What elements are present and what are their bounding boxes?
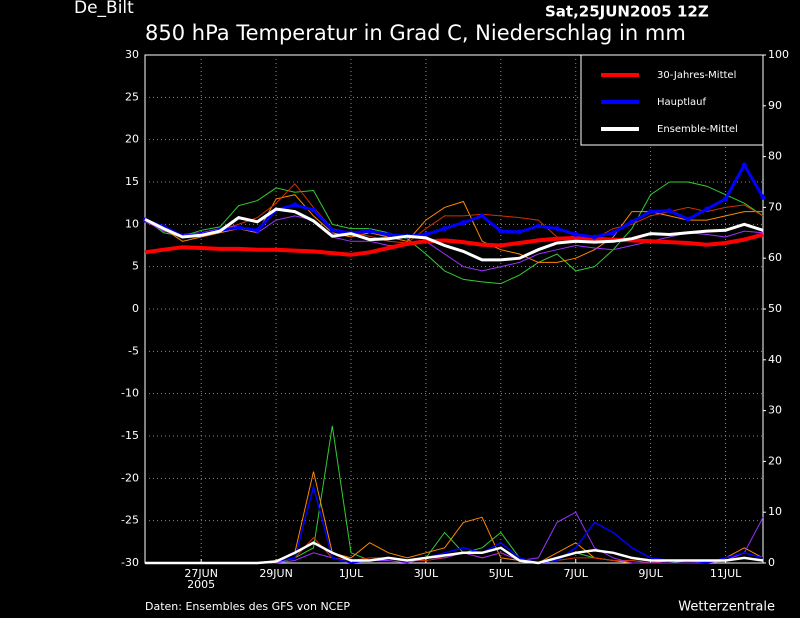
legend-label: Hauptlauf: [657, 97, 706, 108]
legend-label: 30-Jahres-Mittel: [657, 70, 736, 81]
point: [666, 208, 672, 214]
y-tick-label: -10: [121, 387, 139, 400]
point: [385, 231, 391, 237]
station: De_Bilt: [74, 0, 134, 18]
x-tick-label: 7JUL: [564, 567, 589, 580]
source: Daten: Ensembles des GFS von NCEP: [145, 600, 350, 613]
x-tick-label: 27JUN: [184, 567, 218, 580]
point: [479, 213, 485, 219]
point: [460, 220, 466, 226]
point: [723, 196, 729, 202]
y2-tick-label: 0: [768, 556, 775, 569]
year-label: 2005: [187, 578, 215, 591]
point: [236, 225, 242, 231]
legend-label: Ensemble-Mittel: [657, 124, 738, 135]
x-tick-label: 29JUN: [259, 567, 293, 580]
point: [629, 219, 635, 225]
point: [292, 202, 298, 208]
y-tick-label: 10: [125, 217, 139, 230]
point: [610, 230, 616, 236]
chart-title: 850 hPa Temperatur in Grad C, Niederschl…: [145, 21, 686, 45]
point: [367, 228, 373, 234]
y-tick-label: 25: [125, 90, 139, 103]
y-tick-label: -30: [121, 556, 139, 569]
x-tick-label: 1JUL: [339, 567, 364, 580]
temp-line: [144, 232, 764, 257]
y2-tick-label: 40: [768, 353, 782, 366]
brand: Wetterzentrale: [678, 600, 775, 615]
point: [591, 234, 597, 240]
y-tick-label: 0: [132, 302, 139, 315]
point: [741, 162, 747, 168]
y-tick-label: -15: [121, 429, 139, 442]
point: [442, 226, 448, 232]
point: [535, 223, 541, 229]
run-time: Sat,25JUN2005 12Z: [545, 3, 709, 21]
point: [704, 206, 710, 212]
y2-tick-label: 60: [768, 251, 782, 264]
y2-tick-label: 90: [768, 99, 782, 112]
x-tick-label: 3JUL: [414, 567, 439, 580]
point: [498, 228, 504, 234]
temp-line: [144, 207, 764, 262]
y-tick-label: -20: [121, 471, 139, 484]
y2-tick-label: 20: [768, 454, 782, 467]
y-tick-label: 5: [132, 260, 139, 273]
temp-line: [144, 162, 765, 239]
point: [517, 229, 523, 235]
member-temp-line: [144, 181, 764, 285]
y-tick-label: 20: [125, 133, 139, 146]
y-tick-label: 15: [125, 175, 139, 188]
point: [573, 231, 579, 237]
point: [423, 231, 429, 237]
x-tick-label: 9JUL: [638, 567, 663, 580]
y2-tick-label: 50: [768, 302, 782, 315]
point: [329, 227, 335, 233]
y2-tick-label: 100: [768, 48, 789, 61]
point: [254, 227, 260, 233]
precip-line: [145, 541, 764, 565]
point: [311, 207, 317, 213]
x-tick-label: 5JUL: [489, 567, 514, 580]
x-tick-label: 11JUL: [710, 567, 742, 580]
y2-tick-label: 80: [768, 150, 782, 163]
point: [685, 216, 691, 222]
y-tick-label: -25: [121, 514, 139, 527]
y-tick-label: -5: [128, 344, 139, 357]
point: [760, 194, 766, 200]
point: [648, 209, 654, 215]
y2-tick-label: 70: [768, 200, 782, 213]
point: [554, 226, 560, 232]
y-tick-label: 30: [125, 48, 139, 61]
y2-tick-label: 30: [768, 404, 782, 417]
y2-tick-label: 10: [768, 505, 782, 518]
